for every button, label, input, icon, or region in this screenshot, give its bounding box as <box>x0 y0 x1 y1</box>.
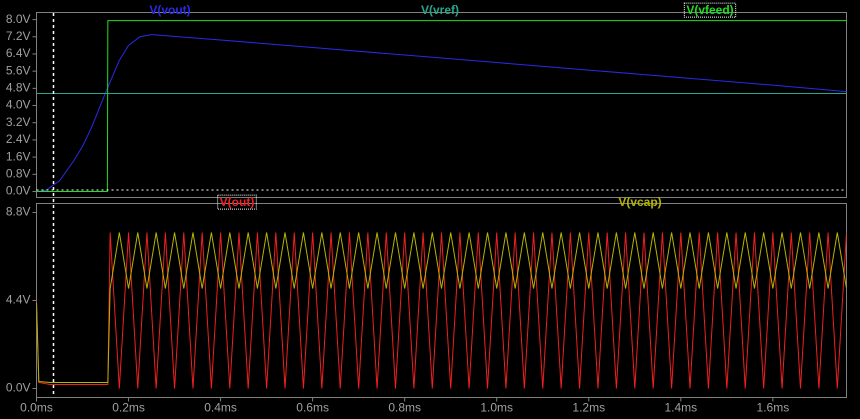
legend-label: V(vref) <box>421 3 459 17</box>
y-tick-label: 8.0V <box>6 12 31 26</box>
y-tick-label: 6.4V <box>6 46 31 60</box>
y-tick-label: 0.0V <box>6 381 31 395</box>
y-tick-label: 4.4V <box>6 293 31 307</box>
y-tick-label: 4.8V <box>6 81 31 95</box>
legend-label: V(out) <box>220 195 255 209</box>
series-line <box>36 232 847 389</box>
legend-label: V(vcap) <box>618 195 661 209</box>
x-tick-label: 1.0ms <box>480 401 513 415</box>
y-tick-label: 4.0V <box>6 98 31 112</box>
x-tick-label: 1.4ms <box>664 401 697 415</box>
y-tick-label: 0.8V <box>6 166 31 180</box>
series-line <box>36 20 847 192</box>
legend-selection-box <box>683 2 737 18</box>
y-tick-label: 2.4V <box>6 132 31 146</box>
x-tick-label: 0.4ms <box>204 401 237 415</box>
legend-label: V(vout) <box>149 3 190 17</box>
legend-selection-box <box>217 194 257 210</box>
y-tick-label: 1.6V <box>6 149 31 163</box>
x-tick-label: 0.6ms <box>296 401 329 415</box>
legend-label: V(vfeed) <box>686 3 733 17</box>
y-tick-label: 0.0V <box>6 184 31 198</box>
series-line <box>36 34 847 192</box>
y-tick-label: 5.6V <box>6 63 31 77</box>
series-line <box>36 232 847 383</box>
x-tick-label: 0.8ms <box>388 401 421 415</box>
x-tick-label: 0.2ms <box>112 401 145 415</box>
y-tick-label: 3.2V <box>6 115 31 129</box>
x-tick-label: 1.2ms <box>572 401 605 415</box>
x-tick-label: 1.6ms <box>757 401 790 415</box>
x-tick-label: 0.0ms <box>20 401 53 415</box>
y-tick-label: 8.8V <box>6 205 31 219</box>
y-tick-label: 7.2V <box>6 29 31 43</box>
top-pane-frame <box>36 12 847 198</box>
